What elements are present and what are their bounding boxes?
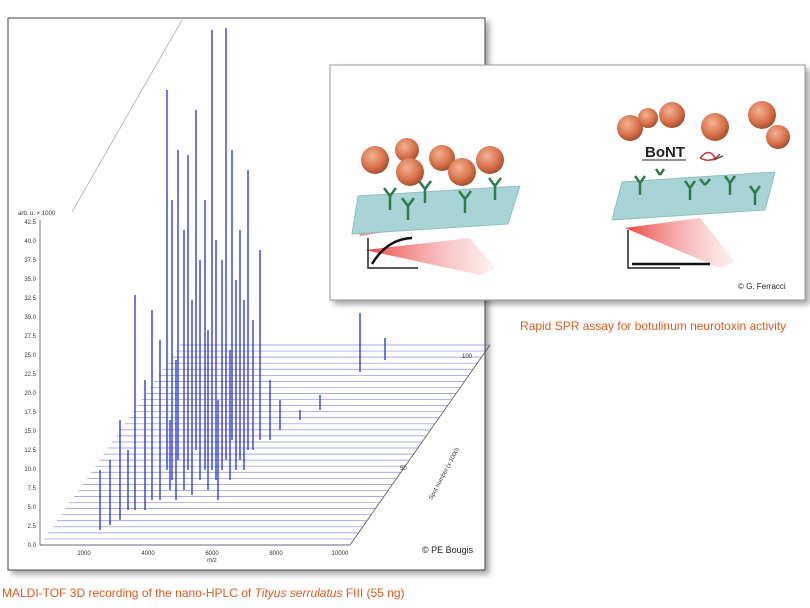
credit: © PE Bougis: [422, 545, 474, 555]
y-tick-label: 30.0: [24, 315, 36, 321]
y-tick-label: 42.5: [24, 220, 36, 226]
spr-diagram-right: BoNT: [611, 101, 790, 269]
y-tick-label: 40.0: [24, 239, 36, 245]
y-tick-label: 27.5: [24, 334, 36, 340]
y-tick-label: 20.0: [24, 391, 36, 397]
caption-italic: Tityus serrulatus: [255, 586, 343, 600]
depth-tick-label: 100: [462, 354, 473, 360]
y-tick-label: 5.0: [28, 505, 37, 511]
x-tick-label: 8000: [269, 551, 283, 557]
toxin-label: BoNT: [645, 144, 685, 161]
y-tick-label: 15.0: [24, 429, 36, 435]
zoom-line: [71, 19, 183, 213]
spectra: [99, 28, 386, 530]
y-tick-label: 7.5: [28, 486, 37, 492]
depth-tick-label: 50: [400, 466, 407, 472]
y-tick-label: 22.5: [24, 372, 36, 378]
spr-diagram-left: [351, 138, 521, 275]
caption-text: MALDI-TOF 3D recording of the nano-HPLC …: [2, 586, 255, 600]
caption-text: FIII (55 ng): [342, 586, 404, 600]
y-axis-header: arb. u. × 1000: [18, 211, 56, 217]
x-tick-label: 6000: [205, 551, 219, 557]
y-tick-label: 0.0: [28, 543, 37, 549]
y-tick-label: 35.0: [24, 277, 36, 283]
y-tick-label: 25.0: [24, 353, 36, 359]
y-tick-label: 10.0: [24, 467, 36, 473]
axis: [349, 344, 491, 546]
caption: MALDI-TOF 3D recording of the nano-HPLC …: [2, 586, 405, 600]
y-tick-label: 2.5: [28, 524, 37, 530]
x-tick-label: 4000: [141, 551, 155, 557]
y-tick-label: 12.5: [24, 448, 36, 454]
credit: © G. Ferracci: [738, 282, 786, 291]
x-tick-label: 10000: [332, 551, 349, 557]
x-tick-label: 2000: [77, 551, 91, 557]
y-tick-label: 37.5: [24, 258, 36, 264]
y-tick-label: 32.5: [24, 296, 36, 302]
x-axis-label: m/z: [207, 558, 217, 564]
y-tick-label: 17.5: [24, 410, 36, 416]
caption: Rapid SPR assay for botulinum neurotoxin…: [520, 319, 786, 333]
